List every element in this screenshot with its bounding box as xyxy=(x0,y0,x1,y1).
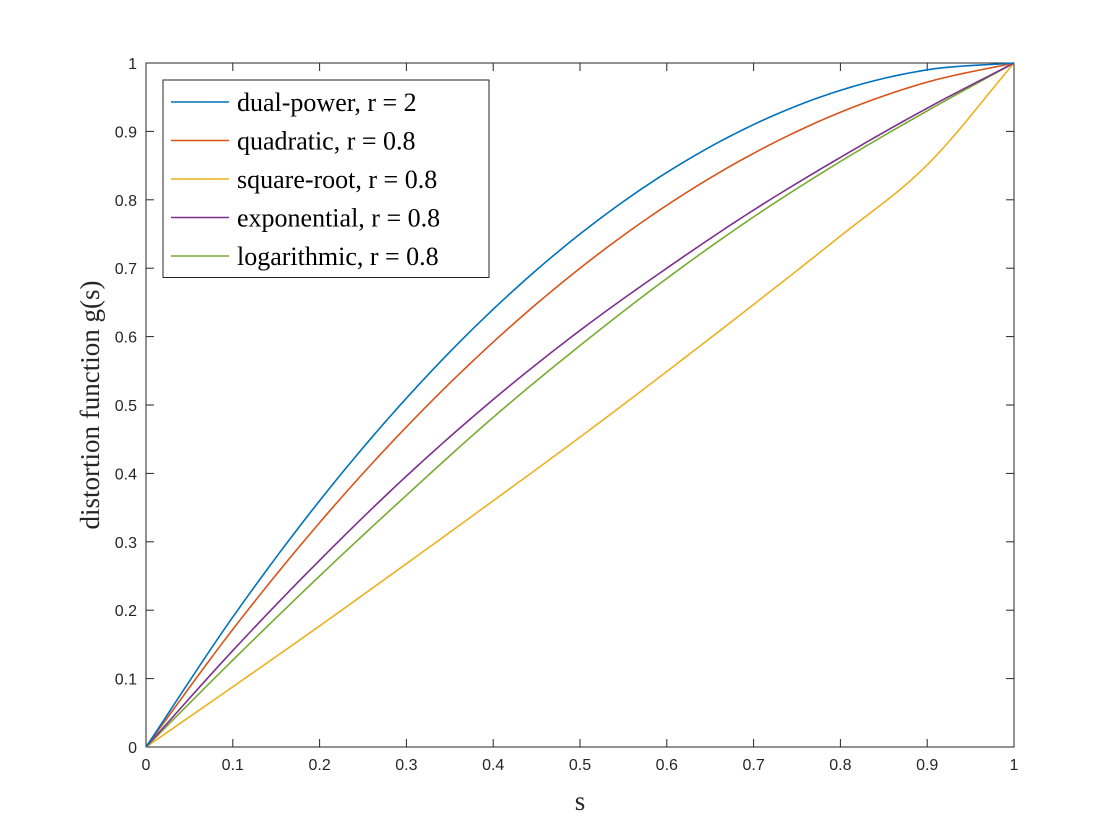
y-tick-label-3: 0.3 xyxy=(115,535,137,552)
y-tick-label-0: 0 xyxy=(128,740,137,757)
x-tick-label-5: 0.5 xyxy=(569,757,591,774)
legend-label-0: dual-power, r = 2 xyxy=(237,88,417,117)
legend-label-1: quadratic, r = 0.8 xyxy=(237,127,416,156)
axis-ticks: 0 0.1 0.2 0.3 0.4 0.5 0.6 0.7 0.8 0.9 1 0 0.1 0.2 0.3 0… xyxy=(115,56,1019,774)
y-tick-label-6: 0.6 xyxy=(115,330,137,347)
y-axis-title: distortion function g(s) xyxy=(75,281,105,530)
legend-label-2: square-root, r = 0.8 xyxy=(237,165,437,194)
y-tick-label-4: 0.4 xyxy=(115,466,137,483)
series-line-4 xyxy=(145,62,1015,748)
series-line-1 xyxy=(145,62,1015,748)
series-lines xyxy=(145,62,1015,748)
legend: dual-power, r = 2 quadratic, r = 0.8 squar… xyxy=(162,79,490,278)
y-tick-label-5: 0.5 xyxy=(115,398,137,415)
y-tick-label-9: 0.9 xyxy=(115,124,137,141)
x-tick-label-2: 0.2 xyxy=(308,757,330,774)
x-tick-label-1: 0.1 xyxy=(222,757,244,774)
y-tick-label-10: 1 xyxy=(128,56,137,73)
legend-label-3: exponential, r = 0.8 xyxy=(237,204,440,233)
x-tick-label-7: 0.7 xyxy=(742,757,764,774)
x-tick-label-3: 0.3 xyxy=(395,757,417,774)
x-tick-label-4: 0.4 xyxy=(482,757,504,774)
legend-label-4: logarithmic, r = 0.8 xyxy=(237,242,439,271)
y-tick-label-1: 0.1 xyxy=(115,672,137,689)
x-tick-label-6: 0.6 xyxy=(656,757,678,774)
series-line-0 xyxy=(145,62,1015,748)
series-line-2 xyxy=(145,62,1015,748)
y-tick-label-7: 0.7 xyxy=(115,261,137,278)
y-tick-label-2: 0.2 xyxy=(115,603,137,620)
series-line-3 xyxy=(145,62,1015,748)
x-tick-label-8: 0.8 xyxy=(829,757,851,774)
y-tick-label-8: 0.8 xyxy=(115,193,137,210)
x-tick-label-9: 0.9 xyxy=(916,757,938,774)
x-tick-label-0: 0 xyxy=(142,757,151,774)
x-axis-title: s xyxy=(575,786,586,816)
x-tick-label-10: 1 xyxy=(1010,757,1019,774)
